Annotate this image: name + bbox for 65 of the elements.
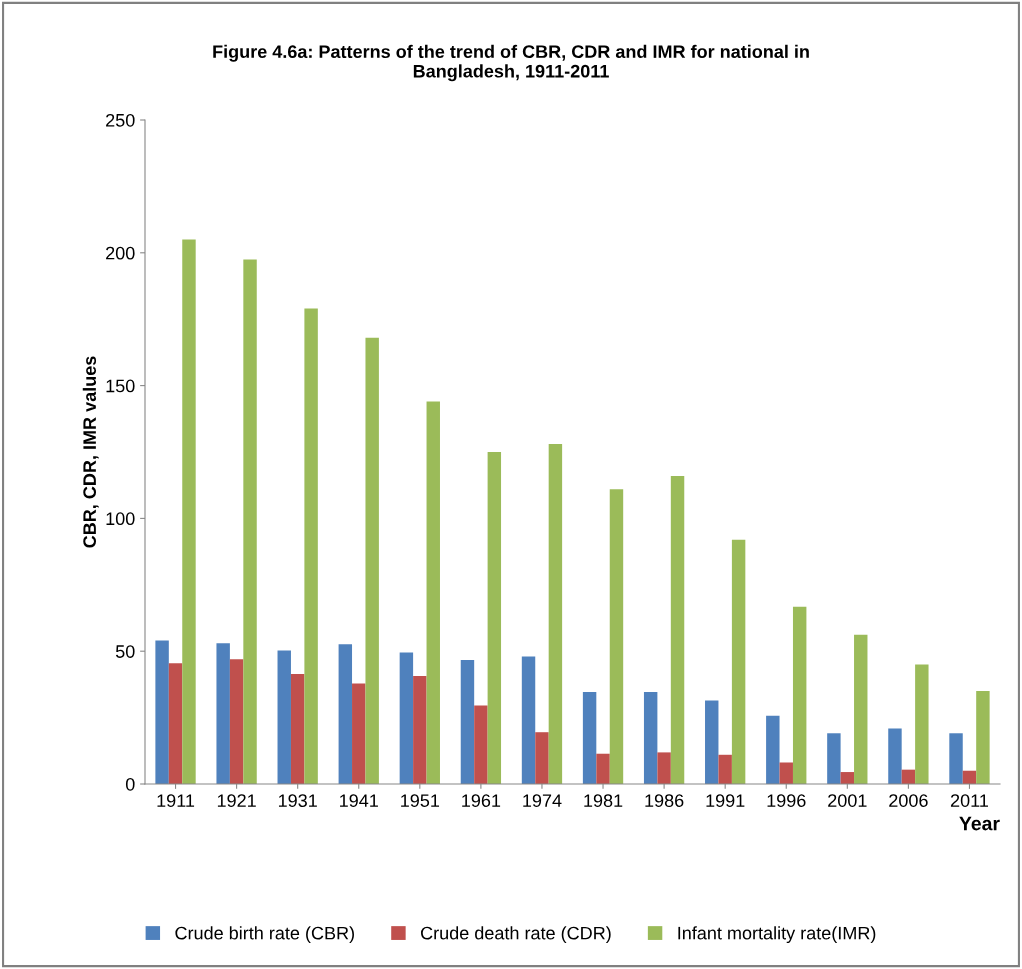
bar: [338, 644, 353, 784]
bar: [487, 452, 502, 784]
bar: [949, 733, 963, 784]
x-tick-label: 1996: [767, 794, 806, 807]
x-tick-label: 1921: [217, 794, 256, 807]
bar: [535, 732, 549, 784]
bar: [182, 239, 196, 784]
legend-label: Crude birth rate (CBR): [175, 926, 354, 944]
bar: [731, 539, 746, 784]
x-tick-label: 1961: [462, 794, 501, 807]
bar: [596, 753, 610, 784]
bar: [705, 700, 719, 784]
bar: [243, 259, 257, 784]
y-tick-label: 50: [115, 645, 135, 658]
bar: [216, 643, 230, 784]
x-tick-label: 1941: [340, 794, 378, 807]
legend-label: Infant mortality rate(IMR): [678, 926, 876, 944]
x-tick-label: 2011: [950, 794, 988, 807]
bar: [229, 659, 244, 784]
bar: [413, 675, 427, 784]
bar: [521, 656, 536, 784]
bar: [399, 652, 414, 784]
bar: [766, 715, 780, 784]
chart-title: Figure 4.6a: Patterns of the trend of CBR, CDR and IMR for national in Bangladesh, 1911-2011: [213, 44, 809, 82]
x-tick-label: 1981: [584, 794, 623, 807]
bar: [854, 634, 868, 784]
bar: [304, 308, 318, 784]
x-axis-title: Year: [959, 816, 1000, 831]
bar: [779, 762, 793, 784]
bar: [155, 640, 169, 784]
x-tick-label: 1986: [645, 794, 684, 807]
bar: [643, 692, 658, 784]
y-tick-label: 200: [106, 246, 135, 260]
bar: [426, 401, 440, 784]
y-tick-label: 0: [125, 777, 135, 791]
y-tick-label: 150: [106, 379, 135, 393]
bar: [915, 664, 929, 784]
bar: [352, 683, 366, 784]
x-tick-label: 1974: [523, 794, 562, 807]
x-tick-label: 1991: [706, 794, 745, 807]
y-tick-label: 100: [106, 512, 135, 526]
y-axis-title: CBR, CDR, IMR values: [82, 356, 99, 548]
bar: [670, 475, 685, 784]
y-tick-label: 250: [106, 113, 135, 127]
bar: [888, 728, 902, 784]
legend-label: Crude death rate (CDR): [421, 926, 611, 944]
bar: [474, 705, 488, 784]
bar: [548, 444, 563, 784]
bar: [582, 692, 597, 784]
x-tick-label: 2001: [828, 794, 867, 807]
x-tick-label: 1911: [157, 794, 195, 807]
bar: [976, 691, 990, 784]
bar: [657, 752, 671, 784]
bar: [827, 733, 841, 784]
bar: [792, 606, 807, 784]
bar: [718, 754, 732, 784]
bar: [168, 663, 183, 784]
bar: [365, 337, 379, 784]
x-tick-label: 1931: [278, 794, 317, 807]
bar: [277, 650, 291, 784]
x-tick-label: 1951: [401, 794, 440, 807]
bar: [609, 489, 624, 784]
bar: [460, 659, 475, 784]
x-tick-label: 2006: [889, 794, 928, 807]
bar: [290, 674, 305, 784]
